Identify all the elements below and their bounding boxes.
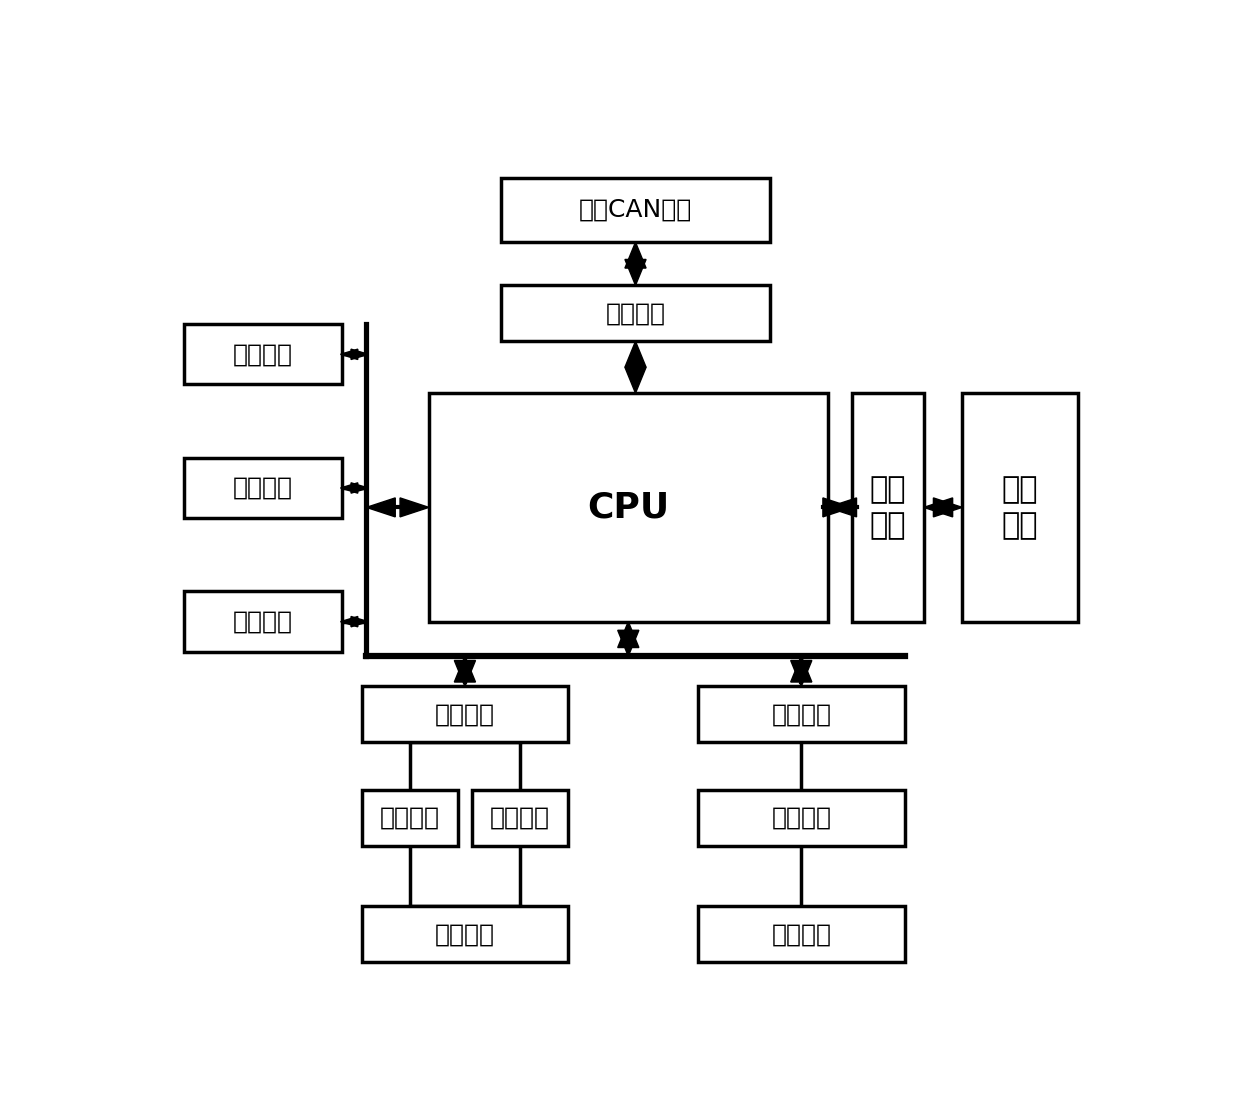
Bar	[184, 324, 342, 384]
FancyArrow shape	[791, 656, 812, 682]
FancyArrow shape	[625, 342, 646, 367]
Text: 隔离电路: 隔离电路	[771, 702, 831, 727]
Bar	[962, 393, 1078, 622]
Text: 温度测量: 温度测量	[771, 806, 831, 830]
FancyArrow shape	[341, 616, 358, 627]
Bar	[184, 591, 342, 652]
Text: 隔离电路: 隔离电路	[605, 301, 666, 325]
Text: 温度传感: 温度传感	[771, 922, 831, 946]
FancyArrow shape	[625, 260, 646, 286]
FancyArrow shape	[823, 498, 852, 516]
Bar	[852, 393, 924, 622]
Bar	[501, 177, 770, 242]
Text: 地址编码: 地址编码	[233, 609, 293, 634]
Bar	[362, 687, 568, 743]
Text: 内部CAN接口: 内部CAN接口	[579, 198, 692, 222]
FancyArrow shape	[341, 483, 358, 493]
FancyArrow shape	[618, 622, 639, 647]
FancyArrow shape	[454, 661, 475, 687]
FancyArrow shape	[828, 498, 857, 516]
Text: CPU: CPU	[588, 491, 670, 524]
FancyArrow shape	[454, 656, 475, 682]
Text: 电压测量: 电压测量	[379, 806, 440, 830]
Bar	[698, 790, 904, 846]
FancyArrow shape	[625, 242, 646, 268]
Bar	[362, 790, 458, 846]
Bar	[429, 393, 828, 622]
Text: 隔离
电路: 隔离 电路	[869, 475, 906, 540]
FancyArrow shape	[924, 498, 952, 516]
FancyArrow shape	[618, 631, 639, 656]
Text: 存储管理: 存储管理	[233, 476, 293, 500]
FancyArrow shape	[934, 498, 962, 516]
Bar	[472, 790, 568, 846]
Text: 均衡管理: 均衡管理	[490, 806, 551, 830]
Bar	[698, 906, 904, 962]
FancyArrow shape	[351, 349, 368, 360]
Bar	[362, 906, 568, 962]
Text: 单体电池: 单体电池	[435, 922, 495, 946]
FancyArrow shape	[401, 498, 429, 516]
Text: 控制
模块: 控制 模块	[1002, 475, 1038, 540]
FancyArrow shape	[351, 483, 368, 493]
Text: 隔离电路: 隔离电路	[435, 702, 495, 727]
Bar	[698, 687, 904, 743]
FancyArrow shape	[625, 367, 646, 393]
FancyArrow shape	[341, 349, 358, 360]
FancyArrow shape	[791, 661, 812, 687]
Bar	[184, 458, 342, 519]
FancyArrow shape	[367, 498, 396, 516]
Text: 电源模块: 电源模块	[233, 343, 293, 366]
FancyArrow shape	[351, 616, 368, 627]
Bar	[501, 286, 770, 342]
